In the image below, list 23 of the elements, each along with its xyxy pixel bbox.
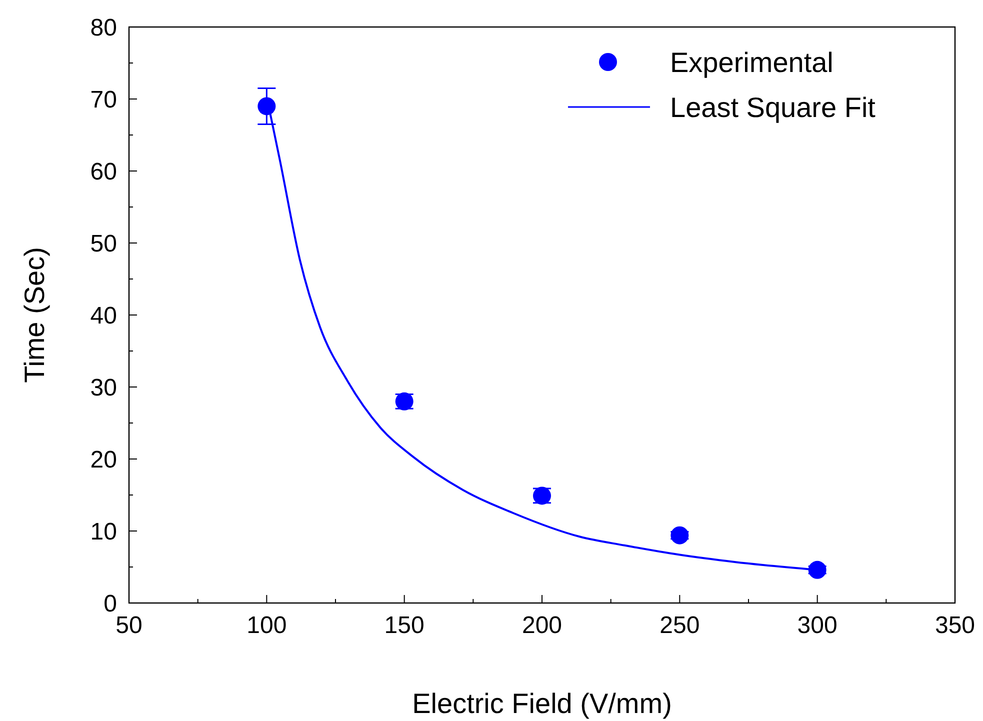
y-tick-label: 80 [90, 14, 117, 42]
legend-label: Least Square Fit [670, 92, 876, 123]
y-tick-label: 50 [90, 230, 117, 258]
y-tick-label: 0 [104, 590, 117, 618]
x-axis-title: Electric Field (V/mm) [412, 688, 672, 719]
y-tick-label: 10 [90, 518, 117, 546]
point [258, 97, 276, 116]
x-tick-label: 50 [116, 612, 142, 639]
y-tick-label: 60 [90, 158, 117, 186]
y-tick-label: 20 [90, 446, 117, 474]
y-axis-title: Time (Sec) [19, 247, 50, 383]
legend-label: Experimental [670, 46, 834, 78]
x-tick-label: 150 [384, 612, 424, 639]
x-tick-label: 200 [522, 612, 562, 639]
y-tick-label: 40 [90, 302, 117, 330]
x-tick-label: 350 [934, 612, 976, 639]
y-tick-label: 70 [90, 86, 117, 114]
y-tick-label: 30 [90, 374, 117, 402]
point [808, 560, 826, 579]
x-tick-label: 100 [246, 612, 287, 639]
x-tick-label: 250 [660, 612, 700, 639]
point [670, 526, 689, 544]
x-tick-label: 300 [797, 612, 838, 639]
